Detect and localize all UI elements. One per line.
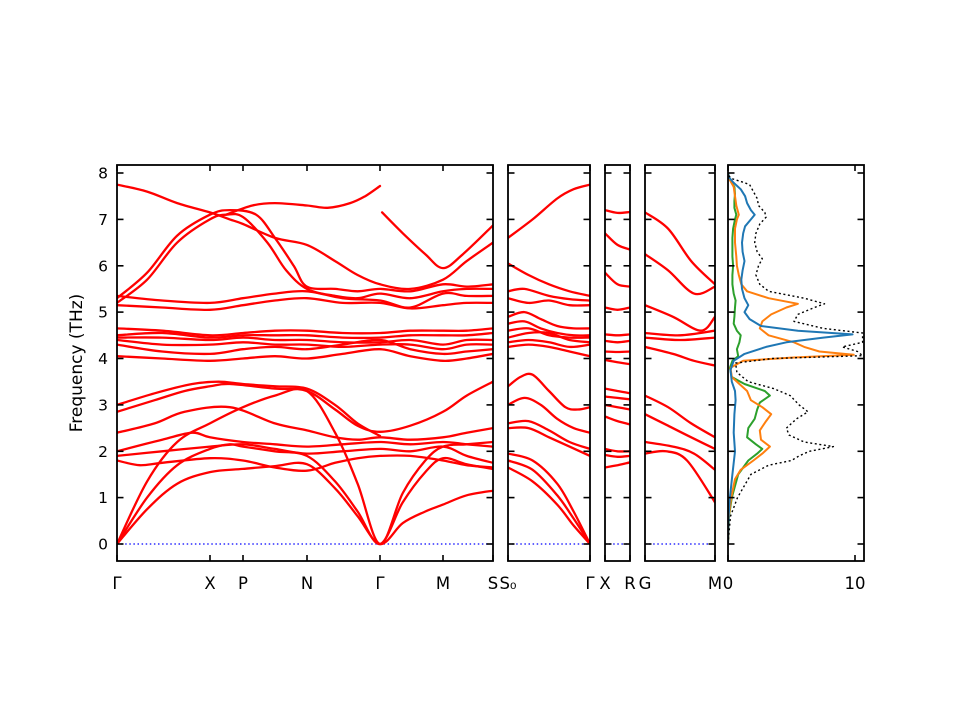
phonon-band (605, 350, 630, 354)
x-tick-label: Γ (112, 574, 122, 593)
dos-curve-element-1 (728, 172, 854, 545)
y-tick-label: 5 (98, 304, 108, 322)
x-tick-label: G (639, 574, 652, 593)
y-tick-label: 8 (98, 165, 108, 183)
y-tick-label: 0 (98, 536, 108, 554)
phonon-band (508, 343, 590, 358)
phonon-band (117, 348, 493, 363)
band-panel-p1 (117, 183, 493, 546)
phonon-band (508, 372, 590, 411)
phonon-band (117, 338, 493, 356)
phonon-band (117, 387, 493, 546)
phonon-band (117, 461, 493, 546)
phonon-band (605, 339, 630, 344)
x-tick-label: 0 (723, 574, 734, 593)
phonon-band (117, 338, 493, 351)
y-axis-label: Frequency (THz) (67, 293, 87, 433)
phonon-band (117, 208, 493, 300)
y-tick-label: 3 (98, 396, 108, 414)
phonon-band (508, 466, 590, 546)
band-panel-p2 (508, 183, 590, 546)
x-tick-label: 10 (845, 574, 866, 593)
phonon-band (117, 405, 493, 441)
phonon-band (117, 443, 493, 464)
phonon-band (645, 329, 715, 337)
phonon-band (605, 415, 630, 426)
phonon-band (508, 426, 590, 458)
phonon-band (508, 320, 590, 337)
x-tick-label: R (624, 574, 635, 593)
phonon-band (508, 459, 590, 546)
phonon-band (508, 183, 590, 240)
phonon-band (645, 336, 715, 342)
phonon-band (117, 296, 493, 311)
phonon-band (605, 232, 630, 251)
x-tick-label: X (599, 574, 610, 593)
y-tick-label: 1 (98, 489, 108, 507)
phonon-band (605, 333, 630, 337)
phonon-band (645, 394, 715, 439)
phonon-band (605, 453, 630, 458)
phonon-band (605, 461, 630, 469)
band-panel-p3 (605, 208, 630, 545)
phonon-band (605, 358, 630, 366)
dos-curve-total (728, 174, 864, 545)
x-tick-label: Γ (585, 574, 595, 593)
phonon-band (645, 440, 715, 471)
phonon-band (117, 212, 493, 305)
dos-curve-element-2 (728, 172, 855, 545)
phonon-band (605, 395, 630, 401)
phonon-band (605, 208, 630, 215)
phonon-band (117, 336, 493, 346)
y-tick-label: 2 (98, 443, 108, 461)
phonon-band (117, 331, 493, 340)
phonon-band (645, 413, 715, 451)
phonon-band (508, 338, 590, 349)
phonon-band (117, 380, 493, 433)
phonon-band (508, 287, 590, 302)
phonon-band (508, 297, 590, 307)
phonon-band (508, 452, 590, 546)
band-panel-p4 (645, 211, 715, 545)
x-tick-label: X (204, 574, 215, 593)
y-tick-label: 6 (98, 257, 108, 275)
phonon-band (508, 396, 590, 434)
x-tick-label: P (238, 574, 248, 593)
phonon-band (117, 431, 493, 453)
y-tick-label: 4 (98, 350, 108, 368)
phonon-band (117, 183, 493, 291)
phonon-band (508, 327, 590, 339)
x-tick-label: N (301, 574, 313, 593)
phonon-band (645, 253, 715, 296)
x-tick-label: Γ (375, 574, 385, 593)
phonon-band (508, 310, 590, 330)
y-tick-label: 7 (98, 211, 108, 229)
phonon-band (645, 211, 715, 286)
phonon-band (645, 449, 715, 504)
phonon-band (508, 419, 590, 451)
phonon-band (605, 271, 630, 288)
x-tick-label: S (488, 574, 498, 593)
phonon-band (508, 331, 590, 344)
phonon-band (224, 184, 382, 216)
x-tick-label: S₀ (499, 574, 516, 593)
phonon-band (645, 304, 715, 332)
phonon-band (508, 262, 590, 298)
x-tick-label: M (708, 574, 722, 593)
dos-curve-element-3 (728, 172, 771, 545)
phonon-band (117, 327, 493, 337)
x-tick-label: M (436, 574, 450, 593)
phonon-band (117, 380, 382, 438)
phonon-band (117, 454, 493, 473)
phonon-band (605, 306, 630, 311)
dos-panel (728, 172, 864, 545)
phonon-band (605, 387, 630, 395)
phonon-band (645, 345, 715, 367)
phonon-band (380, 211, 493, 270)
